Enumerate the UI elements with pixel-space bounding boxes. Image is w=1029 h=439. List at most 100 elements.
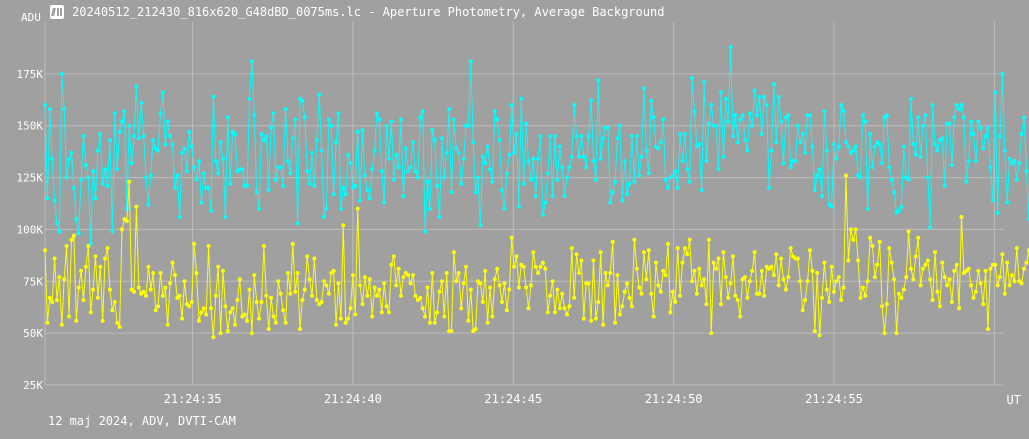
series-1-point	[189, 144, 194, 149]
series-1-point	[916, 115, 921, 120]
series-2-point	[591, 258, 596, 263]
series-2-point	[288, 291, 293, 296]
series-2-point	[750, 268, 755, 273]
series-2-point	[55, 298, 59, 302]
series-2-point	[663, 273, 668, 278]
series-1-point	[57, 229, 62, 234]
series-1-point	[201, 171, 206, 176]
series-2-point	[848, 227, 853, 232]
series-2-point	[728, 281, 733, 286]
series-2-point	[923, 262, 928, 267]
series-1-point	[91, 169, 96, 174]
series-2-point	[779, 256, 784, 261]
series-2-point	[420, 306, 425, 311]
series-2-point	[1007, 283, 1012, 288]
series-2-point	[180, 316, 185, 321]
series-1-point	[1017, 161, 1022, 166]
series-2-point	[906, 229, 911, 234]
series-1-point	[300, 98, 305, 103]
series-2-point	[899, 295, 904, 300]
series-1-point	[492, 109, 497, 114]
series-2-point	[331, 268, 336, 273]
series-2-point	[254, 300, 259, 304]
series-2-point	[620, 304, 625, 309]
series-1-point	[71, 185, 76, 190]
series-1-point	[983, 134, 988, 139]
y-tick-label: 100K	[17, 223, 44, 236]
series-2-point	[266, 327, 271, 331]
series-1-point	[1026, 217, 1029, 222]
series-2-point	[973, 289, 978, 294]
series-2-point	[646, 248, 651, 253]
series-1-point	[680, 159, 685, 163]
series-2-point	[379, 310, 384, 315]
series-2-point	[293, 289, 298, 294]
series-2-point	[596, 300, 601, 304]
series-1-point	[868, 132, 873, 136]
series-1-point	[973, 159, 978, 163]
series-2-point	[435, 310, 440, 315]
series-1-point	[1022, 115, 1026, 120]
series-1-point	[449, 190, 454, 195]
series-1-point	[795, 123, 800, 128]
series-2-point	[298, 327, 302, 331]
series-1-point	[302, 115, 307, 120]
series-2-point	[788, 246, 793, 251]
series-2-point	[860, 285, 865, 290]
series-1-point	[978, 125, 983, 130]
series-1-point	[812, 188, 817, 192]
series-1-point	[459, 181, 464, 186]
series-1-point	[959, 103, 964, 107]
series-2-point	[545, 310, 550, 315]
series-2-point	[670, 289, 675, 294]
series-2-point	[355, 206, 360, 211]
app-icon[interactable]	[50, 5, 64, 19]
series-2-point	[346, 316, 351, 321]
series-1-point	[305, 169, 310, 174]
series-2-point	[449, 329, 454, 334]
series-2-point	[654, 260, 658, 265]
series-1-point	[403, 146, 408, 151]
series-2-point	[658, 289, 663, 294]
series-1-point	[579, 134, 584, 139]
series-1-point	[252, 113, 257, 118]
series-2-point	[627, 295, 632, 300]
series-1-point	[117, 129, 122, 134]
series-2-point	[194, 271, 199, 275]
series-2-point	[882, 331, 887, 336]
series-1-point	[661, 117, 666, 122]
series-2-point	[165, 322, 170, 327]
series-2-point	[892, 277, 897, 282]
series-2-point	[1012, 279, 1017, 284]
series-2-point	[856, 258, 861, 263]
series-2-point	[721, 250, 726, 255]
series-2-point	[324, 283, 329, 288]
series-2-point	[507, 287, 512, 292]
series-1-point	[839, 103, 844, 107]
series-2-point	[338, 316, 343, 321]
series-2-point	[302, 287, 307, 292]
series-1-point	[752, 88, 757, 93]
series-1-point	[921, 123, 925, 128]
series-2-point	[983, 268, 988, 273]
series-1-point	[375, 111, 379, 116]
series-1-point	[317, 92, 322, 97]
series-2-point	[634, 266, 639, 271]
series-2-point	[100, 318, 105, 323]
series-1-point	[358, 198, 363, 203]
series-2-point	[815, 271, 820, 275]
series-2-point	[45, 320, 50, 325]
series-1-point	[990, 198, 995, 203]
grid-lines	[44, 22, 1004, 386]
series-1-point	[877, 142, 882, 147]
series-2-point	[120, 227, 124, 232]
series-2-point	[370, 314, 375, 319]
x-tick-label: 21:24:35	[164, 392, 222, 406]
series-2-point	[372, 285, 377, 290]
series-1-point	[954, 103, 959, 107]
series-1-point	[846, 144, 851, 149]
series-2-point	[639, 291, 644, 296]
series-1-point	[319, 148, 324, 153]
y-tick-label: 150K	[17, 120, 44, 133]
